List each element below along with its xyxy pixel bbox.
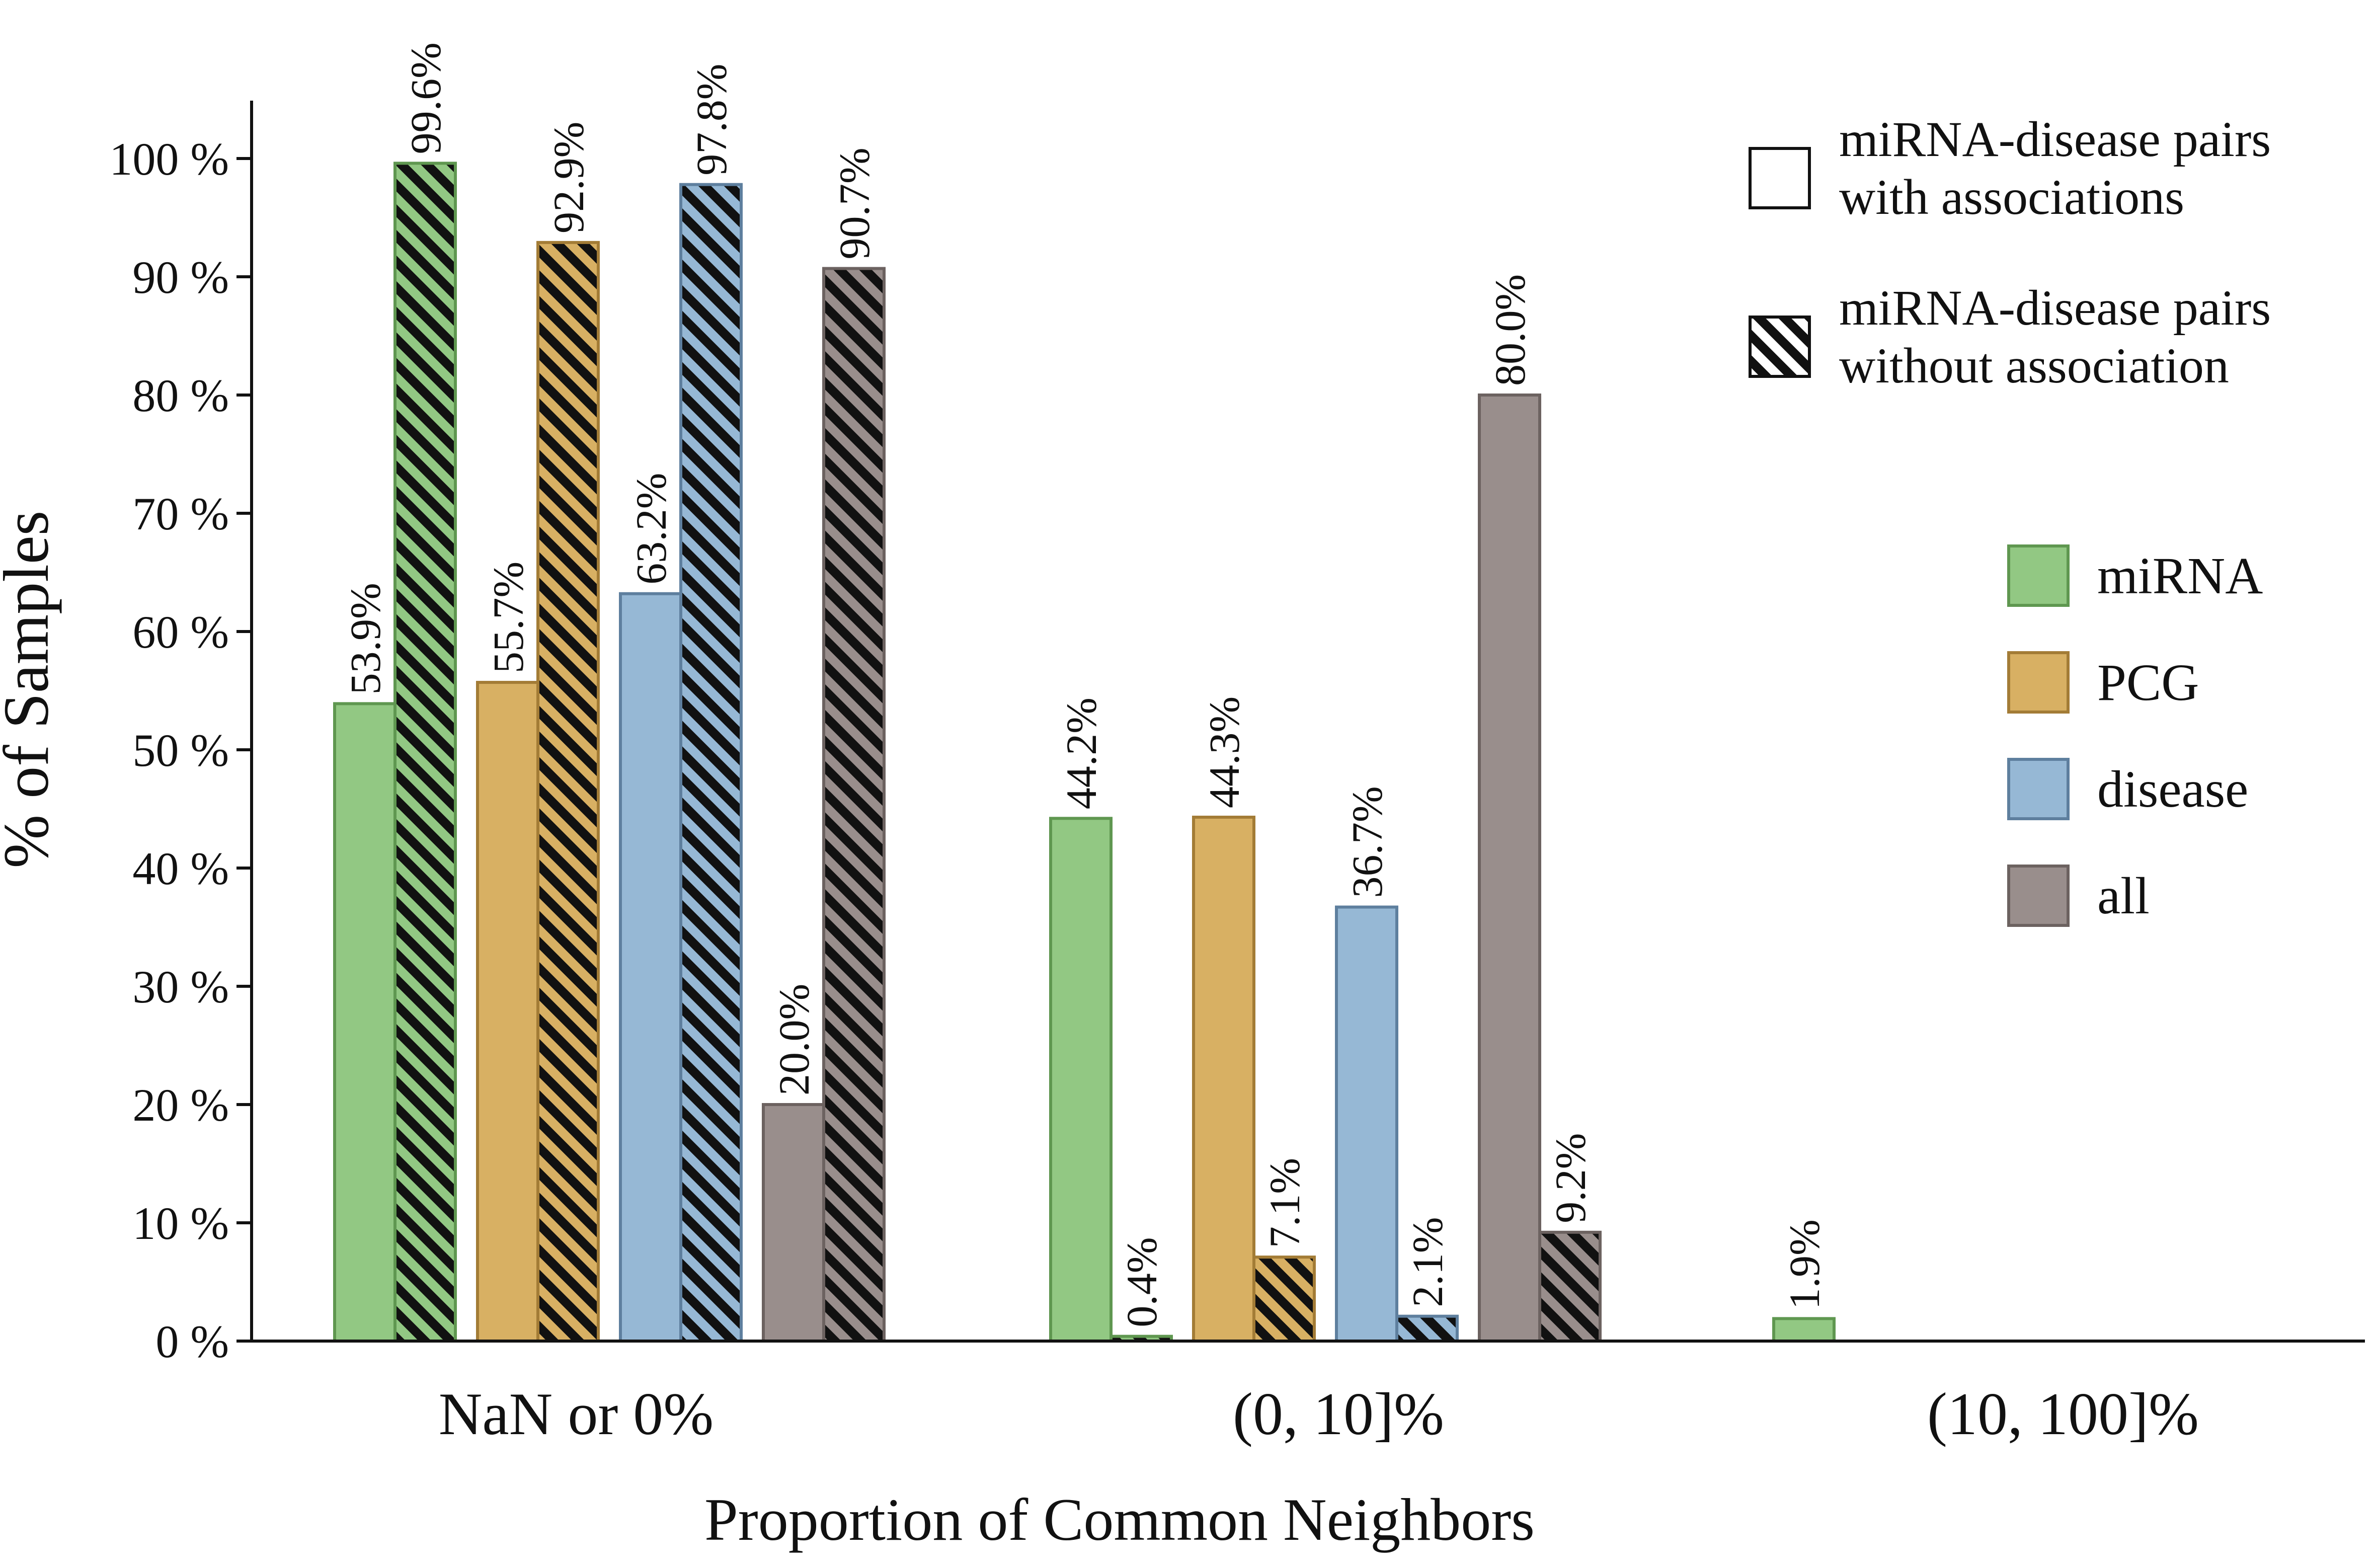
legend-label: PCG [2097, 654, 2199, 712]
legend-swatch [2007, 651, 2070, 714]
y-tick-label: 0 % [155, 1316, 229, 1367]
bar-value-label: 80.0% [1486, 274, 1534, 386]
bar-value-label: 0.4% [1118, 1237, 1166, 1327]
y-tick-label: 10 % [132, 1198, 229, 1249]
legend-neighbor-type: miRNA PCG disease all [2007, 544, 2263, 927]
legend-label: all [2097, 867, 2150, 925]
bar-fill [1336, 907, 1397, 1341]
bar-value-label: 7.1% [1260, 1158, 1309, 1248]
bar-value-label: 97.8% [687, 64, 736, 176]
legend-label: disease [2097, 760, 2248, 818]
bar-hatch [538, 242, 598, 1341]
bar-fill [763, 1105, 824, 1341]
y-tick-label: 50 % [132, 725, 229, 776]
bar-miRNA-with [1772, 1317, 1836, 1343]
bar-PCG-with [1192, 815, 1255, 1343]
bar-all-with [1478, 394, 1541, 1343]
bar-disease-with [619, 592, 682, 1343]
y-axis-title: % of Samples [0, 511, 62, 869]
bar-value-label: 2.1% [1403, 1217, 1452, 1307]
bar-value-label: 53.9% [341, 583, 389, 694]
bar-value-label: 44.2% [1057, 697, 1105, 809]
bar-all-without [822, 267, 886, 1343]
bar-value-label: 90.7% [830, 147, 879, 259]
legend-swatch [2007, 544, 2070, 607]
bar-PCG-without [536, 241, 600, 1343]
x-category-label: NaN or 0% [439, 1380, 714, 1447]
bar-value-label: 92.9% [544, 122, 593, 233]
x-axis-tick-labels: NaN or 0% (0, 10]% (10, 100]% [439, 1380, 2199, 1447]
bar-miRNA-with [333, 702, 397, 1343]
bar-value-label: 55.7% [484, 562, 532, 673]
legend-item-disease: disease [2007, 758, 2248, 820]
bar-all-with [762, 1103, 825, 1343]
bar-miRNA-with [1049, 817, 1113, 1343]
bar-disease-without [679, 183, 743, 1343]
bar-value-label: 20.0% [770, 984, 818, 1095]
bar-disease-without [1395, 1314, 1459, 1343]
legend-swatch-border [1749, 147, 1811, 209]
legend-swatch [2007, 865, 2070, 927]
y-tick-label: 60 % [132, 606, 229, 658]
legend-swatch [2007, 758, 2070, 820]
legend-item-PCG: PCG [2007, 651, 2199, 714]
y-tick-label: 30 % [132, 961, 229, 1012]
bar-fill [1479, 395, 1540, 1341]
bar-PCG-with [476, 681, 539, 1343]
bar-hatch [1540, 1232, 1600, 1341]
y-tick-label: 20 % [132, 1079, 229, 1131]
bar-value-label: 36.7% [1343, 786, 1391, 898]
bar-fill [478, 682, 538, 1341]
bar-value-label: 63.2% [627, 473, 675, 585]
bar-disease-with [1335, 905, 1398, 1343]
legend-label-line2: with associations [1839, 169, 2184, 225]
bar-value-label: 44.3% [1200, 696, 1248, 808]
bar-hatch [395, 163, 455, 1342]
y-tick-label: 80 % [132, 370, 229, 421]
bar-miRNA-without [393, 162, 457, 1343]
bar-fill [1051, 818, 1111, 1341]
legend-label-line2: without association [1839, 338, 2229, 394]
bars: 53.9% 44.2% 1.9% 99.6% 0.4% 55.7% 44.3% 92.9% 7.… [333, 42, 1836, 1343]
bar-fill [620, 593, 681, 1341]
bar-hatch [1111, 1336, 1171, 1341]
bar-hatch [1254, 1257, 1314, 1341]
bar-all-without [1538, 1230, 1602, 1343]
legend-label: miRNA [2097, 547, 2263, 605]
y-tick-label: 100 % [109, 133, 229, 185]
bar-fill [335, 703, 395, 1341]
bar-fill [1194, 817, 1254, 1341]
legend-swatch [1750, 148, 1809, 208]
x-category-label: (0, 10]% [1233, 1380, 1444, 1447]
bar-value-label: 99.6% [402, 42, 450, 154]
legend-item-all: all [2007, 865, 2150, 927]
legend-swatch-hatch [1750, 317, 1809, 376]
bar-PCG-without [1252, 1256, 1316, 1343]
bar-hatch [824, 268, 884, 1341]
y-tick-label: 40 % [132, 843, 229, 894]
bar-hatch [681, 184, 741, 1342]
legend-swatch-border [1749, 316, 1811, 378]
legend-label-line1: miRNA-disease pairs [1839, 280, 2271, 336]
bar-fill [1774, 1318, 1834, 1341]
bar-hatch [1397, 1316, 1457, 1341]
x-axis-title: Proportion of Common Neighbors [704, 1486, 1535, 1553]
y-axis-ticks: 0 % 10 % 20 % 30 % 40 % 50 % 60 % 70 % 80 % 90 % 1… [109, 133, 252, 1367]
x-category-label: (10, 100]% [1927, 1380, 2199, 1447]
y-tick-label: 70 % [132, 488, 229, 539]
bar-value-label: 1.9% [1780, 1219, 1829, 1309]
legend-item-miRNA: miRNA [2007, 544, 2263, 607]
y-tick-label: 90 % [132, 252, 229, 303]
bar-value-label: 9.2% [1546, 1133, 1595, 1223]
legend-label-line1: miRNA-disease pairs [1839, 111, 2271, 167]
axes [250, 101, 2365, 1343]
